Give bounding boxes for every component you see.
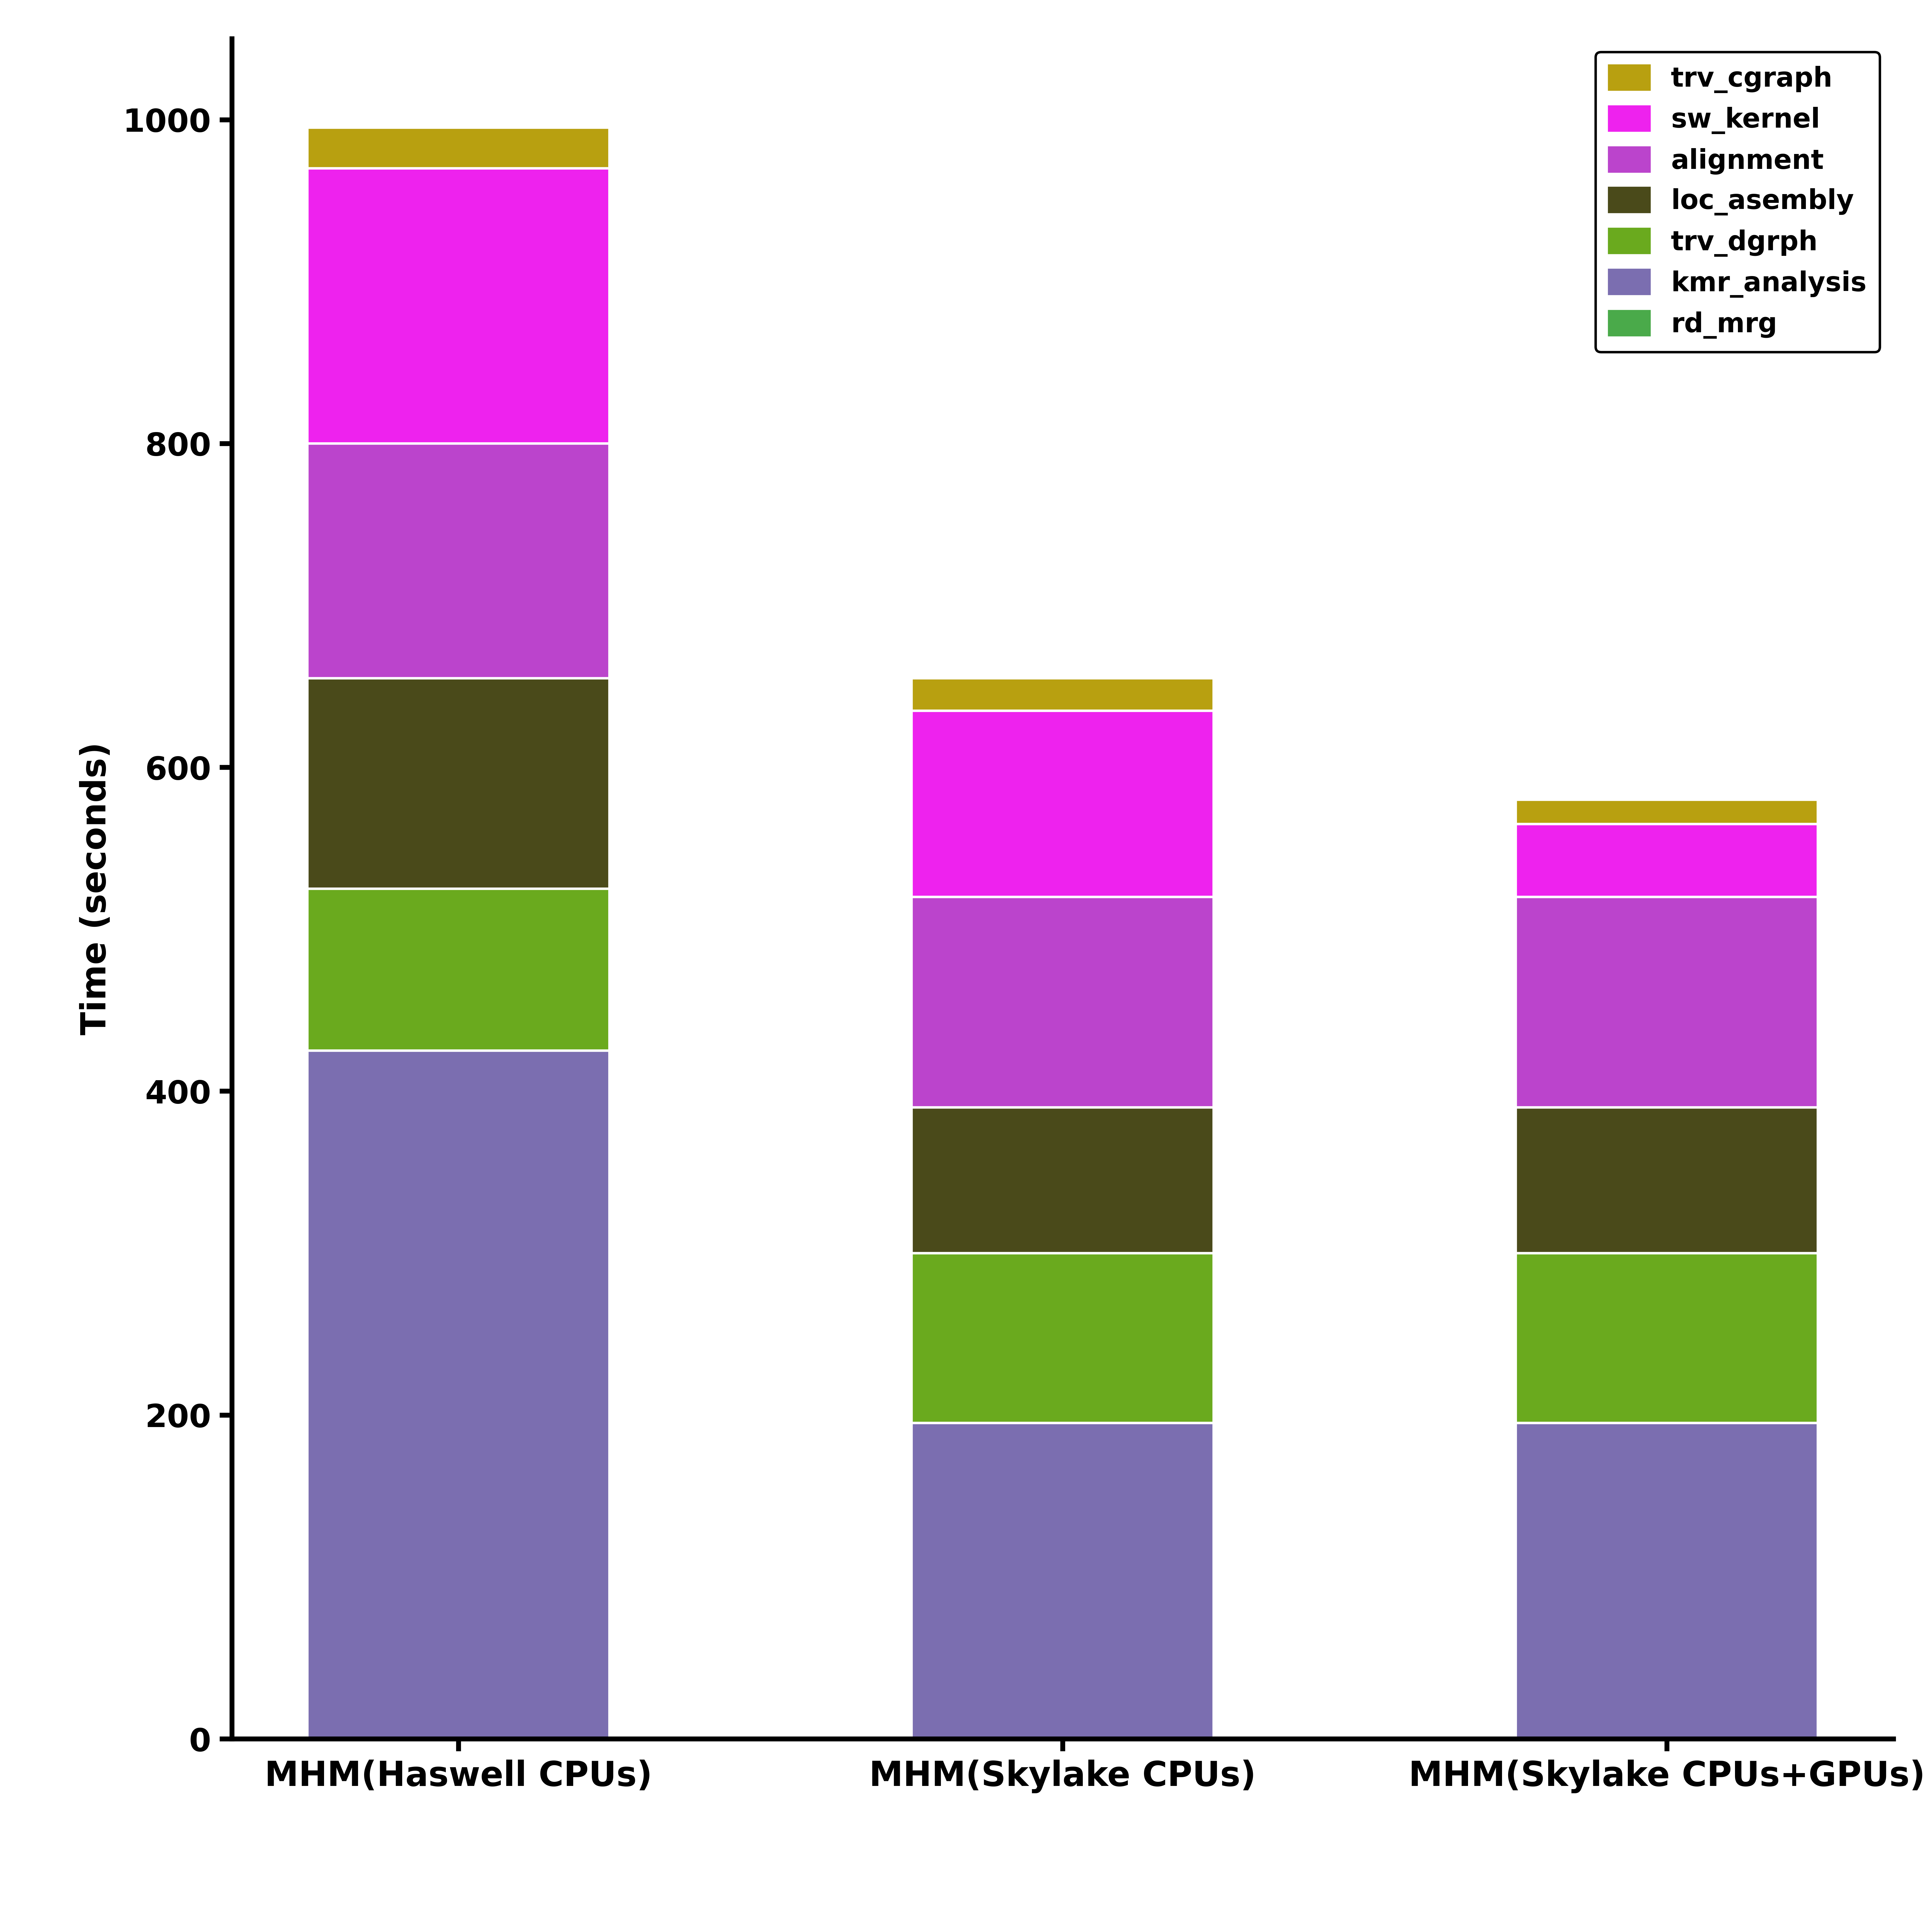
Bar — [307, 128, 609, 168]
Y-axis label: Time (seconds): Time (seconds) — [79, 742, 114, 1036]
Legend: trv_cgraph, sw_kernel, alignment, loc_asembly, trv_dgrph, kmr_analysis, rd_mrg: trv_cgraph, sw_kernel, alignment, loc_as… — [1596, 52, 1880, 352]
Bar — [307, 1051, 609, 1739]
Bar — [1517, 1254, 1818, 1424]
Bar — [912, 711, 1213, 896]
Bar — [307, 678, 609, 889]
Bar — [912, 1107, 1213, 1254]
Bar — [307, 444, 609, 678]
Bar — [307, 889, 609, 1051]
Bar — [912, 896, 1213, 1107]
Bar — [912, 1424, 1213, 1739]
Bar — [1517, 1424, 1818, 1739]
Bar — [912, 678, 1213, 711]
Bar — [307, 168, 609, 444]
Bar — [1517, 823, 1818, 896]
Bar — [1517, 1107, 1818, 1254]
Bar — [1517, 800, 1818, 823]
Bar — [1517, 896, 1818, 1107]
Bar — [912, 1254, 1213, 1424]
